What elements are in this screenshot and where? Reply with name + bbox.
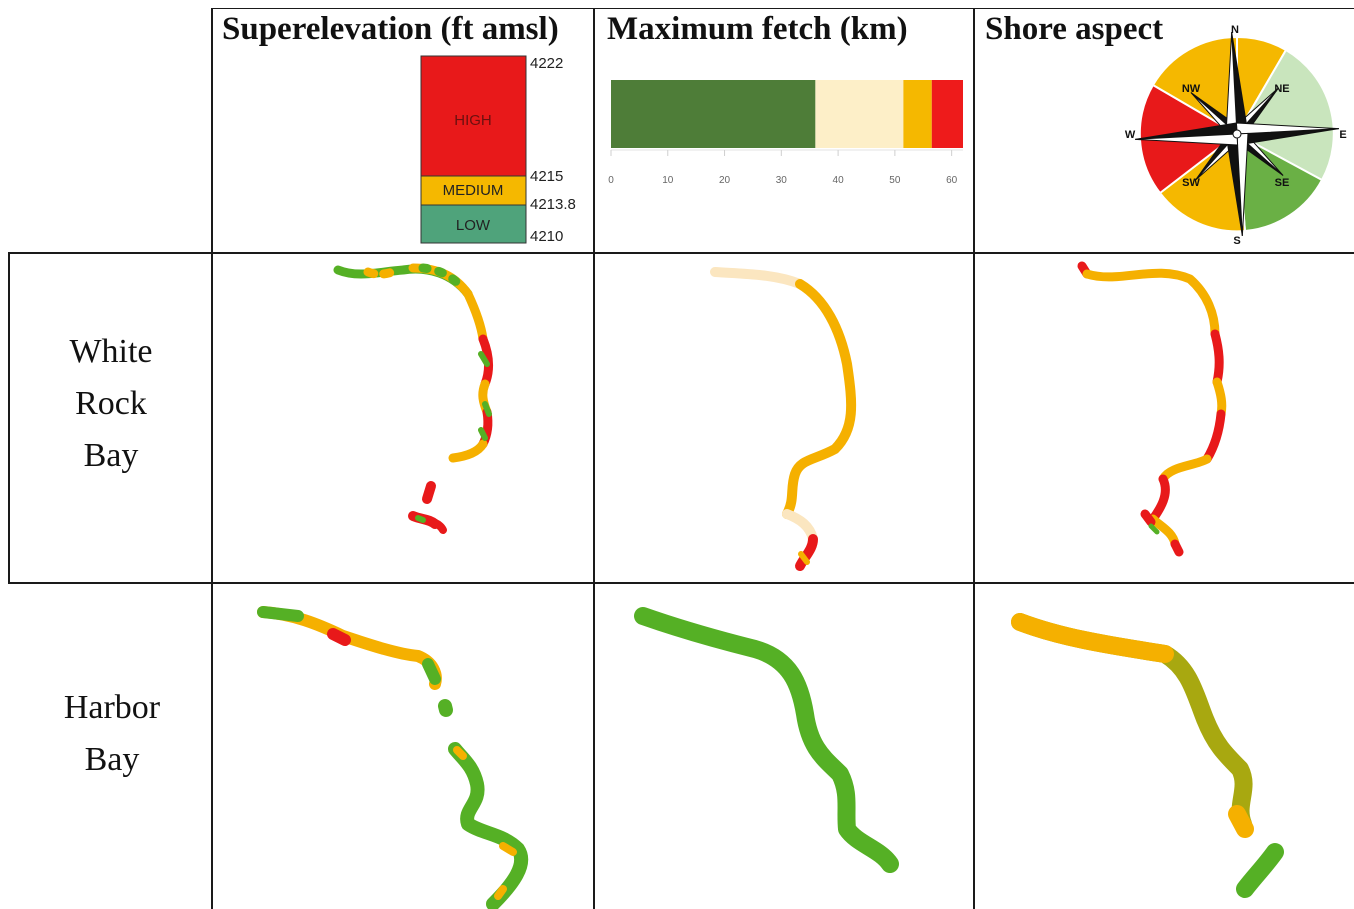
row-label-line: White	[69, 333, 153, 370]
legend-break-4222: 4222	[530, 55, 563, 72]
map-harbor-aspect	[1011, 613, 1284, 898]
row-label-white-rock-bay: White Rock Bay	[12, 326, 210, 482]
map-white-rock-superelevation	[333, 263, 494, 534]
map-white-rock-aspect	[1077, 261, 1227, 557]
fetch-bar-segment-2	[903, 80, 932, 148]
legend-medium-label: MEDIUM	[443, 182, 504, 199]
fetch-tick-label: 40	[833, 175, 845, 186]
header-superelevation: Superelevation (ft amsl)	[222, 11, 559, 47]
grid-line	[211, 8, 1354, 9]
grid-line	[211, 8, 213, 909]
legend-low-box	[420, 204, 527, 244]
row-label-line: Bay	[84, 741, 140, 778]
row-label-line: Harbor	[63, 689, 161, 726]
superelevation-legend: HIGH MEDIUM LOW 4222 4215 4213.8 4210	[420, 55, 576, 245]
legend-break-4215: 4215	[530, 168, 563, 185]
row-label-line: Bay	[83, 437, 139, 474]
fetch-tick-label: 0	[608, 175, 614, 186]
aspect-sector-s	[1158, 132, 1247, 233]
fetch-tick-label: 30	[776, 175, 788, 186]
grid-line	[8, 252, 10, 583]
map-harbor-fetch	[634, 607, 899, 873]
row-label-harbor-bay: Harbor Bay	[12, 682, 212, 786]
header-max-fetch: Maximum fetch (km)	[607, 11, 908, 47]
aspect-label-n: N	[1231, 24, 1239, 36]
grid-line	[8, 582, 1354, 584]
map-harbor-superelevation	[257, 606, 529, 909]
legend-high-box	[420, 55, 527, 177]
grid-line	[593, 8, 595, 909]
aspect-label-nw: NW	[1182, 83, 1201, 95]
shore-aspect-compass: N S E W NE NW SE SW	[1125, 24, 1347, 247]
grid-line	[973, 8, 975, 909]
header-shore-aspect: Shore aspect	[985, 11, 1164, 47]
aspect-label-se: SE	[1275, 177, 1290, 189]
aspect-label-w: W	[1125, 129, 1136, 141]
legend-break-4213-8: 4213.8	[530, 196, 576, 213]
aspect-label-s: S	[1233, 235, 1240, 247]
legend-low-label: LOW	[456, 217, 491, 234]
legend-medium-box	[420, 175, 527, 206]
fetch-bar-segment-0	[611, 80, 816, 148]
fetch-bar-segment-3	[931, 80, 963, 148]
aspect-label-e: E	[1339, 129, 1346, 141]
row-label-line: Rock	[75, 385, 147, 422]
aspect-sector-ne	[1235, 48, 1335, 182]
aspect-label-ne: NE	[1274, 83, 1289, 95]
fetch-tick-label: 60	[946, 175, 958, 186]
legend-high-label: HIGH	[454, 112, 492, 129]
fetch-legend: 0 10 20 30 40 50 60	[608, 80, 963, 186]
grid-line	[8, 252, 1354, 254]
map-white-rock-fetch	[710, 267, 857, 571]
fetch-tick-label: 20	[719, 175, 731, 186]
aspect-label-sw: SW	[1182, 177, 1200, 189]
fetch-tick-label: 10	[662, 175, 674, 186]
compass-rose-icon	[1135, 32, 1339, 236]
fetch-bar-segment-1	[815, 80, 904, 148]
legend-break-4210: 4210	[530, 228, 563, 245]
aspect-sector-nw	[1151, 35, 1238, 136]
fetch-tick-label: 50	[889, 175, 901, 186]
